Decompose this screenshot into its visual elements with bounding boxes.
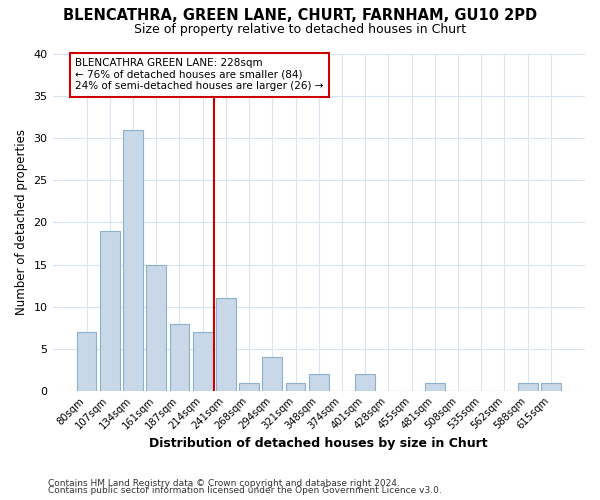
Bar <box>355 374 375 391</box>
Bar <box>262 358 282 391</box>
Bar <box>518 382 538 391</box>
Bar <box>239 382 259 391</box>
Bar <box>77 332 97 391</box>
Text: BLENCATHRA, GREEN LANE, CHURT, FARNHAM, GU10 2PD: BLENCATHRA, GREEN LANE, CHURT, FARNHAM, … <box>63 8 537 22</box>
Bar <box>146 264 166 391</box>
Bar <box>100 231 119 391</box>
Bar <box>216 298 236 391</box>
Bar <box>286 382 305 391</box>
Text: Size of property relative to detached houses in Churt: Size of property relative to detached ho… <box>134 22 466 36</box>
X-axis label: Distribution of detached houses by size in Churt: Distribution of detached houses by size … <box>149 437 488 450</box>
Text: BLENCATHRA GREEN LANE: 228sqm
← 76% of detached houses are smaller (84)
24% of s: BLENCATHRA GREEN LANE: 228sqm ← 76% of d… <box>75 58 323 92</box>
Bar <box>309 374 329 391</box>
Bar <box>170 324 190 391</box>
Bar <box>541 382 561 391</box>
Bar <box>425 382 445 391</box>
Text: Contains HM Land Registry data © Crown copyright and database right 2024.: Contains HM Land Registry data © Crown c… <box>48 478 400 488</box>
Bar <box>123 130 143 391</box>
Text: Contains public sector information licensed under the Open Government Licence v3: Contains public sector information licen… <box>48 486 442 495</box>
Bar <box>193 332 212 391</box>
Y-axis label: Number of detached properties: Number of detached properties <box>15 130 28 316</box>
